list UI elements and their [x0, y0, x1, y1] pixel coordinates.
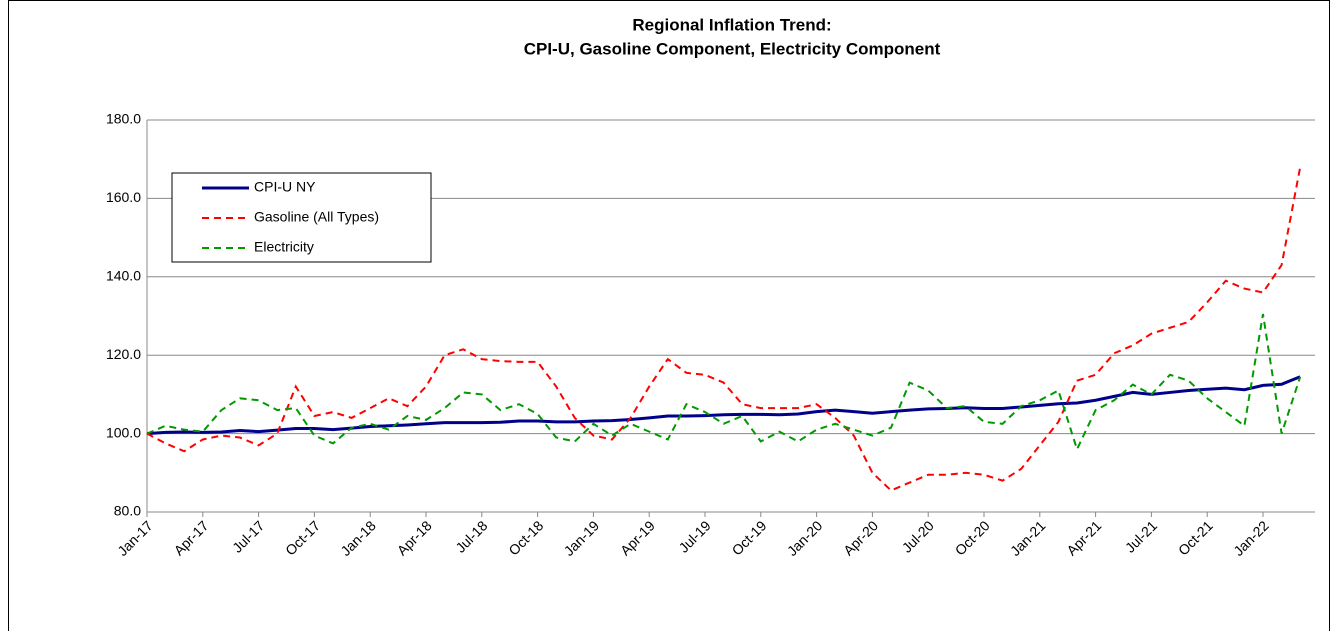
y-tick-label: 140.0 [106, 268, 141, 284]
line-series [146, 166, 1302, 492]
x-tick-label: Jul-20 [899, 517, 937, 555]
x-tick-label: Jan-19 [561, 517, 603, 559]
x-tick-label: Jan-22 [1230, 517, 1272, 559]
x-tick-label: Oct-20 [952, 517, 993, 558]
chart-frame [8, 0, 1330, 631]
line-series [146, 313, 1302, 453]
legend-label: Electricity [254, 239, 314, 255]
y-tick-label: 180.0 [106, 111, 141, 127]
x-tick-label: Apr-19 [617, 517, 658, 558]
x-tick-label: Jul-17 [229, 517, 267, 555]
x-tick-label: Oct-19 [729, 517, 770, 558]
x-tick-label: Apr-17 [171, 517, 212, 558]
y-tick-label: 80.0 [114, 503, 141, 519]
x-tick-label: Apr-18 [394, 517, 435, 558]
x-tick-label: Jan-20 [784, 517, 826, 559]
x-tick-label: Apr-21 [1063, 517, 1104, 558]
x-tick-label: Jan-17 [114, 517, 156, 559]
x-tick-label: Apr-20 [840, 517, 881, 558]
y-tick-label: 160.0 [106, 189, 141, 205]
x-tick-label: Oct-17 [282, 517, 323, 558]
x-tick-label: Oct-21 [1175, 517, 1216, 558]
line-series [146, 375, 1301, 436]
x-tick-label: Jul-21 [1122, 517, 1160, 555]
legend-label: CPI-U NY [254, 179, 316, 195]
x-tick-label: Oct-18 [505, 517, 546, 558]
legend-label: Gasoline (All Types) [254, 209, 379, 225]
legend: CPI-U NY Gasoline (All Types) Electricity [171, 172, 432, 263]
chart-title: Regional Inflation Trend: [632, 15, 831, 34]
x-tick-label: Jul-18 [452, 517, 490, 555]
chart-subtitle: CPI-U, Gasoline Component, Electricity C… [524, 39, 941, 58]
x-tick-label: Jan-21 [1007, 517, 1049, 559]
x-tick-label: Jul-19 [675, 517, 713, 555]
y-tick-label: 100.0 [106, 424, 141, 440]
y-tick-label: 120.0 [106, 346, 141, 362]
x-tick-label: Jan-18 [337, 517, 379, 559]
